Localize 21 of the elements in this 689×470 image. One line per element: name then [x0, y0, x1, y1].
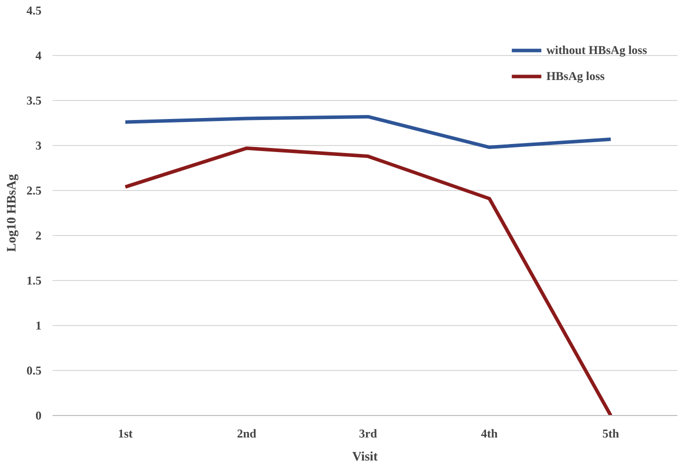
- y-axis-title: Log10 HBsAg: [4, 174, 18, 252]
- x-tick-label: 5th: [602, 426, 620, 440]
- x-tick-label: 4th: [481, 426, 498, 440]
- y-tick-label: 3.5: [26, 94, 42, 108]
- line-series: [124, 114, 612, 150]
- x-axis-title: Visit: [352, 448, 378, 464]
- y-tick-label: 2: [36, 228, 42, 242]
- y-tick-label: 4: [36, 48, 42, 62]
- legend-label: without HBsAg loss: [546, 42, 647, 58]
- y-tick-label: 2.5: [26, 184, 42, 198]
- y-tick-label: 0.5: [26, 364, 42, 378]
- y-tick-label: 1: [36, 318, 42, 332]
- x-tick-label: 1st: [118, 426, 133, 440]
- x-tick-label: 3rd: [359, 426, 378, 440]
- legend-label: HBsAg loss: [546, 68, 605, 84]
- y-tick-label: 4.5: [26, 4, 42, 18]
- line-series: [124, 146, 612, 416]
- y-tick-label: 0: [36, 408, 42, 422]
- x-tick-label: 2nd: [237, 426, 257, 440]
- y-tick-label: 1.5: [26, 274, 42, 288]
- y-tick-label: 3: [36, 138, 42, 152]
